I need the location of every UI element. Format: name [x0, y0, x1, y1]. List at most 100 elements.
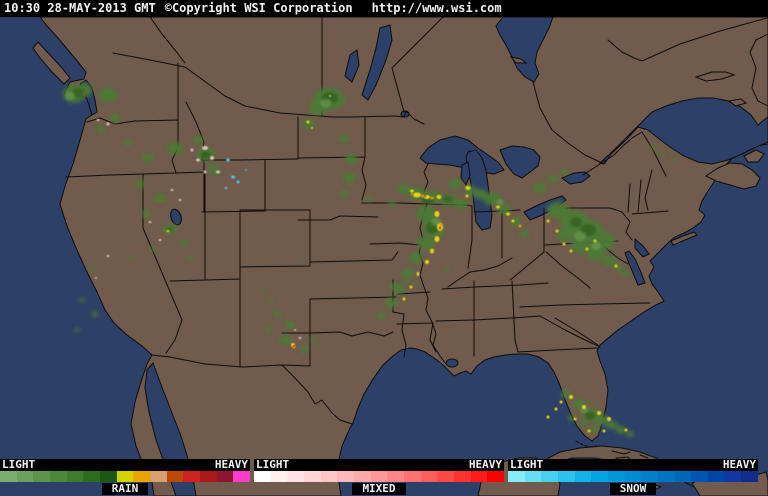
- colorbar-segment: [150, 471, 167, 482]
- heavy-label: HEAVY: [214, 458, 248, 471]
- radar-heavy-yellow: [166, 95, 628, 433]
- mixed-label: MIXED: [352, 483, 406, 495]
- light-label: LIGHT: [510, 458, 544, 471]
- light-label: LIGHT: [256, 458, 290, 471]
- header-copyright: ©Copyright WSI Corporation: [164, 1, 353, 15]
- lake-huron: [499, 145, 541, 179]
- colorbar-segment: [304, 471, 321, 482]
- colorbar-segment: [100, 471, 117, 482]
- lake-pontchartrain: [445, 358, 459, 368]
- chesapeake-bay: [624, 250, 646, 286]
- colorbar-segment: [608, 471, 625, 482]
- lake-winnipegosis: [344, 49, 360, 83]
- snow-colorbar: [508, 471, 759, 482]
- radar-rain-base: [63, 83, 676, 437]
- long-island: [670, 231, 698, 246]
- colorbar-segment: [624, 471, 642, 482]
- colorbar-segment: [270, 471, 288, 482]
- colorbar-segment: [591, 471, 609, 482]
- us-canada-border: [112, 52, 667, 177]
- light-label: LIGHT: [2, 458, 36, 471]
- colorbar-segment: [287, 471, 305, 482]
- colorbar-segment: [50, 471, 67, 482]
- colorbar-segment: [691, 471, 709, 482]
- colorbar-segment: [16, 471, 34, 482]
- colorbar-segment: [454, 471, 471, 482]
- legend-scale-header: LIGHT HEAVY: [254, 459, 504, 471]
- colorbar-segment: [166, 471, 184, 482]
- colorbar-segment: [320, 471, 338, 482]
- rain-colorbar: [0, 471, 251, 482]
- vancouver-island: [32, 41, 71, 85]
- colorbar-segment: [558, 471, 575, 482]
- colorbar-segment: [404, 471, 421, 482]
- precip-legend: LIGHT HEAVY RAIN LIGHT HEAVY MIXED LIGHT…: [0, 459, 759, 495]
- state-borders-west: [65, 62, 353, 425]
- colorbar-segment: [574, 471, 592, 482]
- colorbar-segment: [83, 471, 101, 482]
- nova-scotia: [705, 162, 761, 190]
- rain-label: RAIN: [101, 483, 149, 495]
- colorbar-segment: [724, 471, 742, 482]
- great-salt-lake: [170, 208, 182, 226]
- colorbar-segment: [0, 471, 17, 482]
- colorbar-segment: [337, 471, 355, 482]
- colorbar-segment: [33, 471, 51, 482]
- radar-echoes: [63, 83, 676, 437]
- colorbar-segment: [487, 471, 505, 482]
- colorbar-segment: [233, 471, 251, 482]
- colorbar-segment: [216, 471, 234, 482]
- header-timestamp: 10:30 28-MAY-2013 GMT: [4, 1, 156, 15]
- header-bar: 10:30 28-MAY-2013 GMT ©Copyright WSI Cor…: [0, 0, 768, 17]
- colorbar-segment: [200, 471, 217, 482]
- colorbar-segment: [370, 471, 388, 482]
- colorbar-segment: [387, 471, 405, 482]
- colorbar-segment: [741, 471, 759, 482]
- anticosti-island: [694, 71, 736, 82]
- colorbar-segment: [658, 471, 675, 482]
- radar-mixed-pink: [95, 119, 302, 339]
- colorbar-segment: [508, 471, 525, 482]
- colorbar-segment: [437, 471, 455, 482]
- lake-winnipeg: [361, 24, 393, 101]
- snow-label: SNOW: [609, 483, 657, 495]
- colorbar-segment: [470, 471, 488, 482]
- colorbar-segment: [116, 471, 134, 482]
- legend-panel-mixed: LIGHT HEAVY MIXED: [254, 459, 505, 495]
- legend-scale-header: LIGHT HEAVY: [0, 459, 250, 471]
- state-borders-plains: [281, 116, 429, 358]
- legend-scale-header: LIGHT HEAVY: [508, 459, 758, 471]
- canada-borders: [149, 17, 768, 163]
- james-bay: [495, 17, 554, 83]
- colorbar-segment: [524, 471, 542, 482]
- prince-edward-island: [727, 98, 748, 107]
- legend-panel-snow: LIGHT HEAVY SNOW: [508, 459, 759, 495]
- colorbar-segment: [641, 471, 659, 482]
- legend-panel-rain: LIGHT HEAVY RAIN: [0, 459, 251, 495]
- lake-erie: [523, 195, 567, 221]
- heavy-label: HEAVY: [468, 458, 502, 471]
- colorbar-segment: [674, 471, 692, 482]
- florida-keys: [575, 440, 598, 448]
- green-bay: [460, 161, 471, 187]
- colorbar-segment: [66, 471, 84, 482]
- colorbar-segment: [541, 471, 559, 482]
- akimiski-island: [509, 56, 528, 64]
- heavy-label: HEAVY: [722, 458, 756, 471]
- delaware-bay: [634, 237, 650, 258]
- gulf-st-lawrence: [598, 97, 768, 165]
- mixed-colorbar: [254, 471, 505, 482]
- colorbar-segment: [708, 471, 725, 482]
- colorbar-segment: [420, 471, 438, 482]
- radar-heavy-red: [293, 195, 441, 347]
- colorbar-segment: [354, 471, 371, 482]
- colorbar-segment: [133, 471, 151, 482]
- header-url: http://www.wsi.com: [371, 1, 502, 15]
- colorbar-segment: [254, 471, 271, 482]
- colorbar-segment: [183, 471, 201, 482]
- radar-map: [0, 17, 768, 496]
- continent: [39, 17, 768, 496]
- radar-snow-cyan: [224, 158, 247, 189]
- newfoundland: [749, 33, 768, 107]
